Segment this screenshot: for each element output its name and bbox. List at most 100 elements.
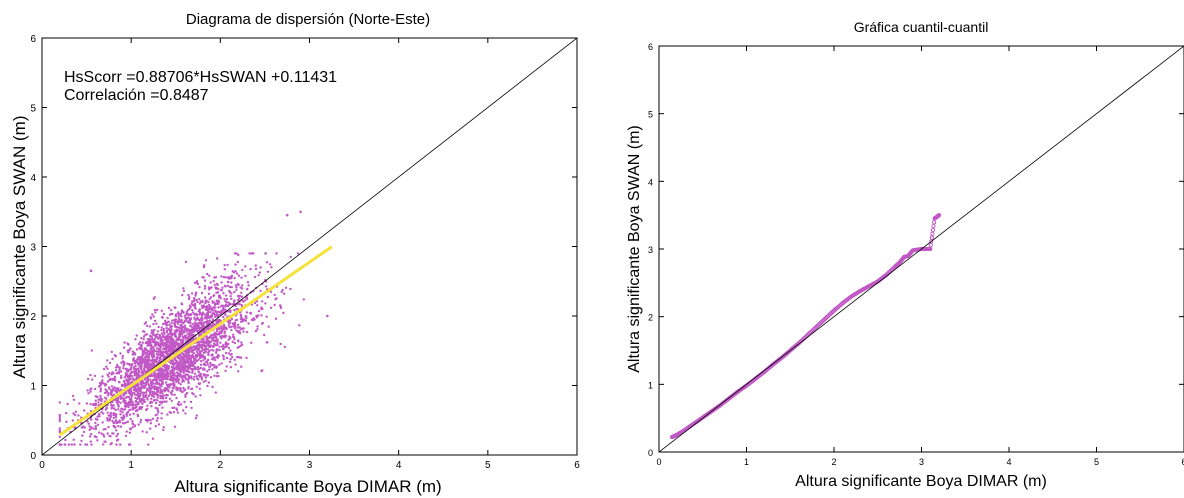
scatter-point (155, 322, 158, 325)
scatter-point (156, 416, 159, 420)
scatter-point (140, 365, 143, 368)
scatter-point (97, 431, 101, 434)
scatter-point (161, 406, 164, 409)
y-tick-label: 6 (30, 34, 36, 45)
scatter-point (179, 312, 182, 315)
scatter-point (194, 367, 198, 370)
scatter-point (176, 367, 179, 370)
scatter-point (122, 346, 126, 349)
scatter-point (98, 384, 102, 387)
scatter-point (183, 400, 186, 404)
scatter-point (156, 375, 159, 378)
scatter-point (145, 352, 148, 356)
scatter-point (215, 291, 218, 294)
scatter-point (230, 285, 233, 289)
scatter-point (129, 397, 132, 400)
scatter-point (229, 303, 232, 306)
scatter-point (198, 367, 201, 370)
scatter-point (156, 399, 159, 402)
scatter-point (165, 347, 169, 350)
scatter-point (156, 396, 159, 399)
scatter-point (202, 340, 205, 343)
scatter-point (177, 337, 180, 340)
scatter-point (102, 382, 105, 385)
scatter-point (117, 387, 120, 390)
scatter-point (172, 339, 175, 342)
scatter-point (160, 417, 163, 420)
scatter-point (161, 316, 164, 319)
scatter-point (163, 400, 166, 403)
scatter-point (176, 362, 179, 365)
scatter-point (192, 357, 196, 361)
scatter-point (179, 383, 182, 386)
scatter-point (179, 389, 183, 392)
scatter-point (115, 443, 118, 446)
scatter-point (200, 378, 204, 381)
scatter-point (211, 318, 215, 321)
x-axis-label: Altura significante Boya DIMAR (m) (795, 473, 1047, 490)
scatter-point (234, 263, 237, 266)
scatter-point (153, 385, 156, 388)
scatter-point (180, 333, 184, 336)
scatter-point (137, 423, 140, 426)
scatter-point (233, 299, 236, 302)
scatter-point (282, 311, 285, 315)
chart-title: Diagrama de dispersión (Norte-Este) (186, 11, 430, 28)
scatter-point (201, 276, 204, 279)
scatter-point (206, 374, 209, 377)
scatter-point (122, 367, 125, 370)
scatter-point (146, 349, 149, 352)
scatter-point (155, 419, 159, 422)
scatter-point (160, 370, 163, 374)
scatter-point (165, 373, 168, 376)
scatter-point (205, 360, 208, 364)
scatter-point (111, 378, 115, 381)
scatter-point (182, 409, 185, 412)
scatter-point (120, 376, 123, 379)
scatter-point (184, 260, 188, 264)
scatter-point (182, 289, 186, 293)
scatter-point (213, 374, 216, 377)
scatter-point (111, 357, 114, 361)
scatter-point (110, 385, 114, 388)
scatter-point (220, 304, 224, 307)
scatter-point (95, 436, 98, 439)
scatter-point (153, 319, 157, 323)
quantile-point (929, 235, 934, 240)
scatter-point (180, 309, 184, 312)
scatter-point (183, 334, 186, 338)
scatter-point (129, 403, 132, 406)
scatter-point (187, 376, 191, 379)
scatter-point (181, 390, 184, 394)
scatter-point (198, 298, 201, 301)
scatter-point (106, 432, 109, 435)
scatter-point (178, 374, 181, 377)
scatter-point (229, 295, 232, 298)
scatter-point (99, 387, 103, 390)
quantile-point (936, 213, 942, 218)
scatter-point (197, 352, 200, 355)
scatter-point (264, 302, 267, 305)
scatter-point (199, 345, 202, 348)
scatter-point (110, 403, 113, 407)
scatter-point (177, 379, 180, 382)
scatter-point (220, 289, 223, 292)
scatter-point (224, 351, 228, 355)
scatter-point (228, 277, 231, 280)
scatter-point (116, 402, 119, 406)
scatter-point (158, 375, 161, 379)
scatter-point (109, 378, 113, 381)
scatter-point (97, 401, 100, 404)
scatter-point (204, 259, 208, 262)
scatter-point (120, 397, 123, 400)
scatter-point (72, 398, 76, 401)
scatter-point (72, 438, 75, 441)
scatter-point (139, 367, 143, 371)
scatter-point (242, 300, 245, 303)
scatter-point (220, 281, 223, 284)
scatter-point (185, 313, 188, 316)
scatter-point (169, 335, 173, 338)
scatter-point (89, 403, 92, 406)
scatter-point (202, 306, 206, 309)
scatter-point (206, 370, 209, 373)
